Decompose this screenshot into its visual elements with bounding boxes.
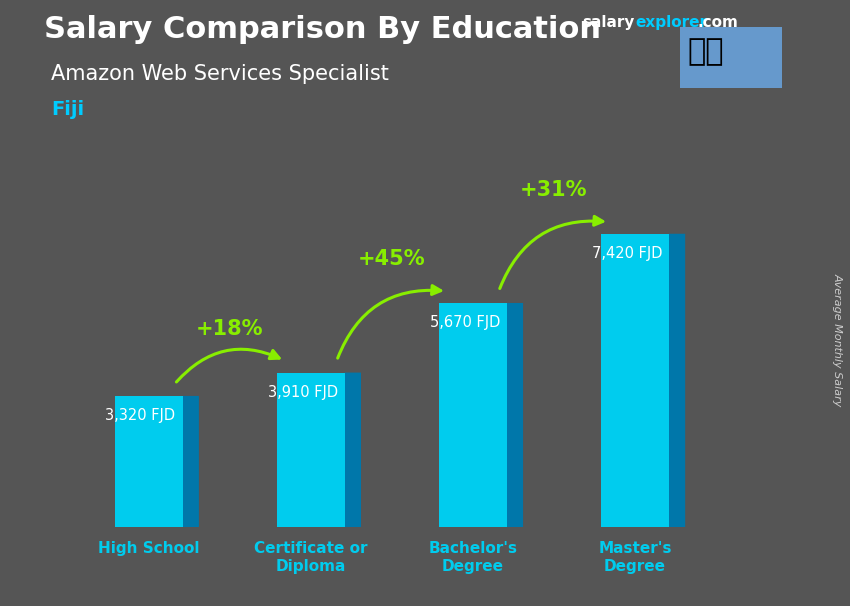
Text: 🇫🇯: 🇫🇯 [688, 37, 723, 66]
FancyArrowPatch shape [500, 216, 603, 288]
Text: 7,420 FJD: 7,420 FJD [592, 246, 662, 261]
Text: +45%: +45% [358, 250, 426, 270]
Text: 5,670 FJD: 5,670 FJD [429, 315, 500, 330]
Text: +18%: +18% [196, 319, 264, 339]
Text: salary: salary [582, 15, 635, 30]
Bar [277, 373, 345, 527]
Text: Salary Comparison By Education: Salary Comparison By Education [44, 15, 602, 44]
Polygon shape [669, 234, 685, 527]
Text: +31%: +31% [520, 180, 587, 200]
Text: Amazon Web Services Specialist: Amazon Web Services Specialist [51, 64, 388, 84]
FancyArrowPatch shape [337, 285, 441, 358]
Bar [115, 396, 183, 527]
Polygon shape [345, 373, 361, 527]
Text: explorer: explorer [636, 15, 708, 30]
Text: .com: .com [698, 15, 739, 30]
Polygon shape [507, 303, 523, 527]
Text: 3,910 FJD: 3,910 FJD [268, 385, 337, 400]
FancyArrowPatch shape [177, 349, 279, 382]
Text: Fiji: Fiji [51, 100, 84, 119]
Polygon shape [183, 396, 199, 527]
Text: Average Monthly Salary: Average Monthly Salary [832, 273, 842, 406]
Bar [439, 303, 507, 527]
Bar [601, 234, 669, 527]
Text: 3,320 FJD: 3,320 FJD [105, 408, 176, 423]
